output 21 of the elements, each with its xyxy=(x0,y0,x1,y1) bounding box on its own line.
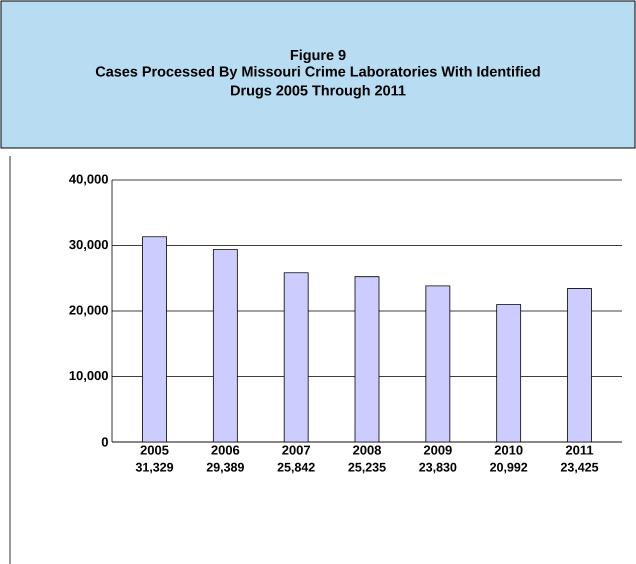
y-tick-label: 30,000 xyxy=(69,240,108,252)
chart-title: Figure 9 xyxy=(290,50,346,64)
data-label: 31,329 xyxy=(136,462,174,474)
data-label: 23,830 xyxy=(419,462,456,474)
y-tick-label: 10,000 xyxy=(70,370,108,382)
data-label: 23,425 xyxy=(560,462,598,474)
data-label: 29,389 xyxy=(206,462,244,474)
x-tick-label: 2005 xyxy=(140,446,169,455)
x-tick-label: 2006 xyxy=(211,446,240,455)
x-tick-label: 2008 xyxy=(353,446,382,455)
data-label: 25,842 xyxy=(278,462,315,474)
data-label: 20,992 xyxy=(490,462,528,474)
x-tick-label: 2010 xyxy=(494,446,523,455)
data-label: 25,235 xyxy=(348,462,386,474)
y-tick-label: 40,000 xyxy=(69,174,108,186)
x-tick-label: 2007 xyxy=(282,446,310,455)
x-tick-label: 2011 xyxy=(566,446,594,455)
chart-subtitle: Cases Processed By Missouri Crime Laboratories With Identified Drugs 2005 Through 2011 xyxy=(96,66,540,98)
x-tick-label: 2009 xyxy=(424,446,452,455)
y-tick-label: 0 xyxy=(102,437,108,447)
y-tick-label: 20,000 xyxy=(69,305,108,317)
